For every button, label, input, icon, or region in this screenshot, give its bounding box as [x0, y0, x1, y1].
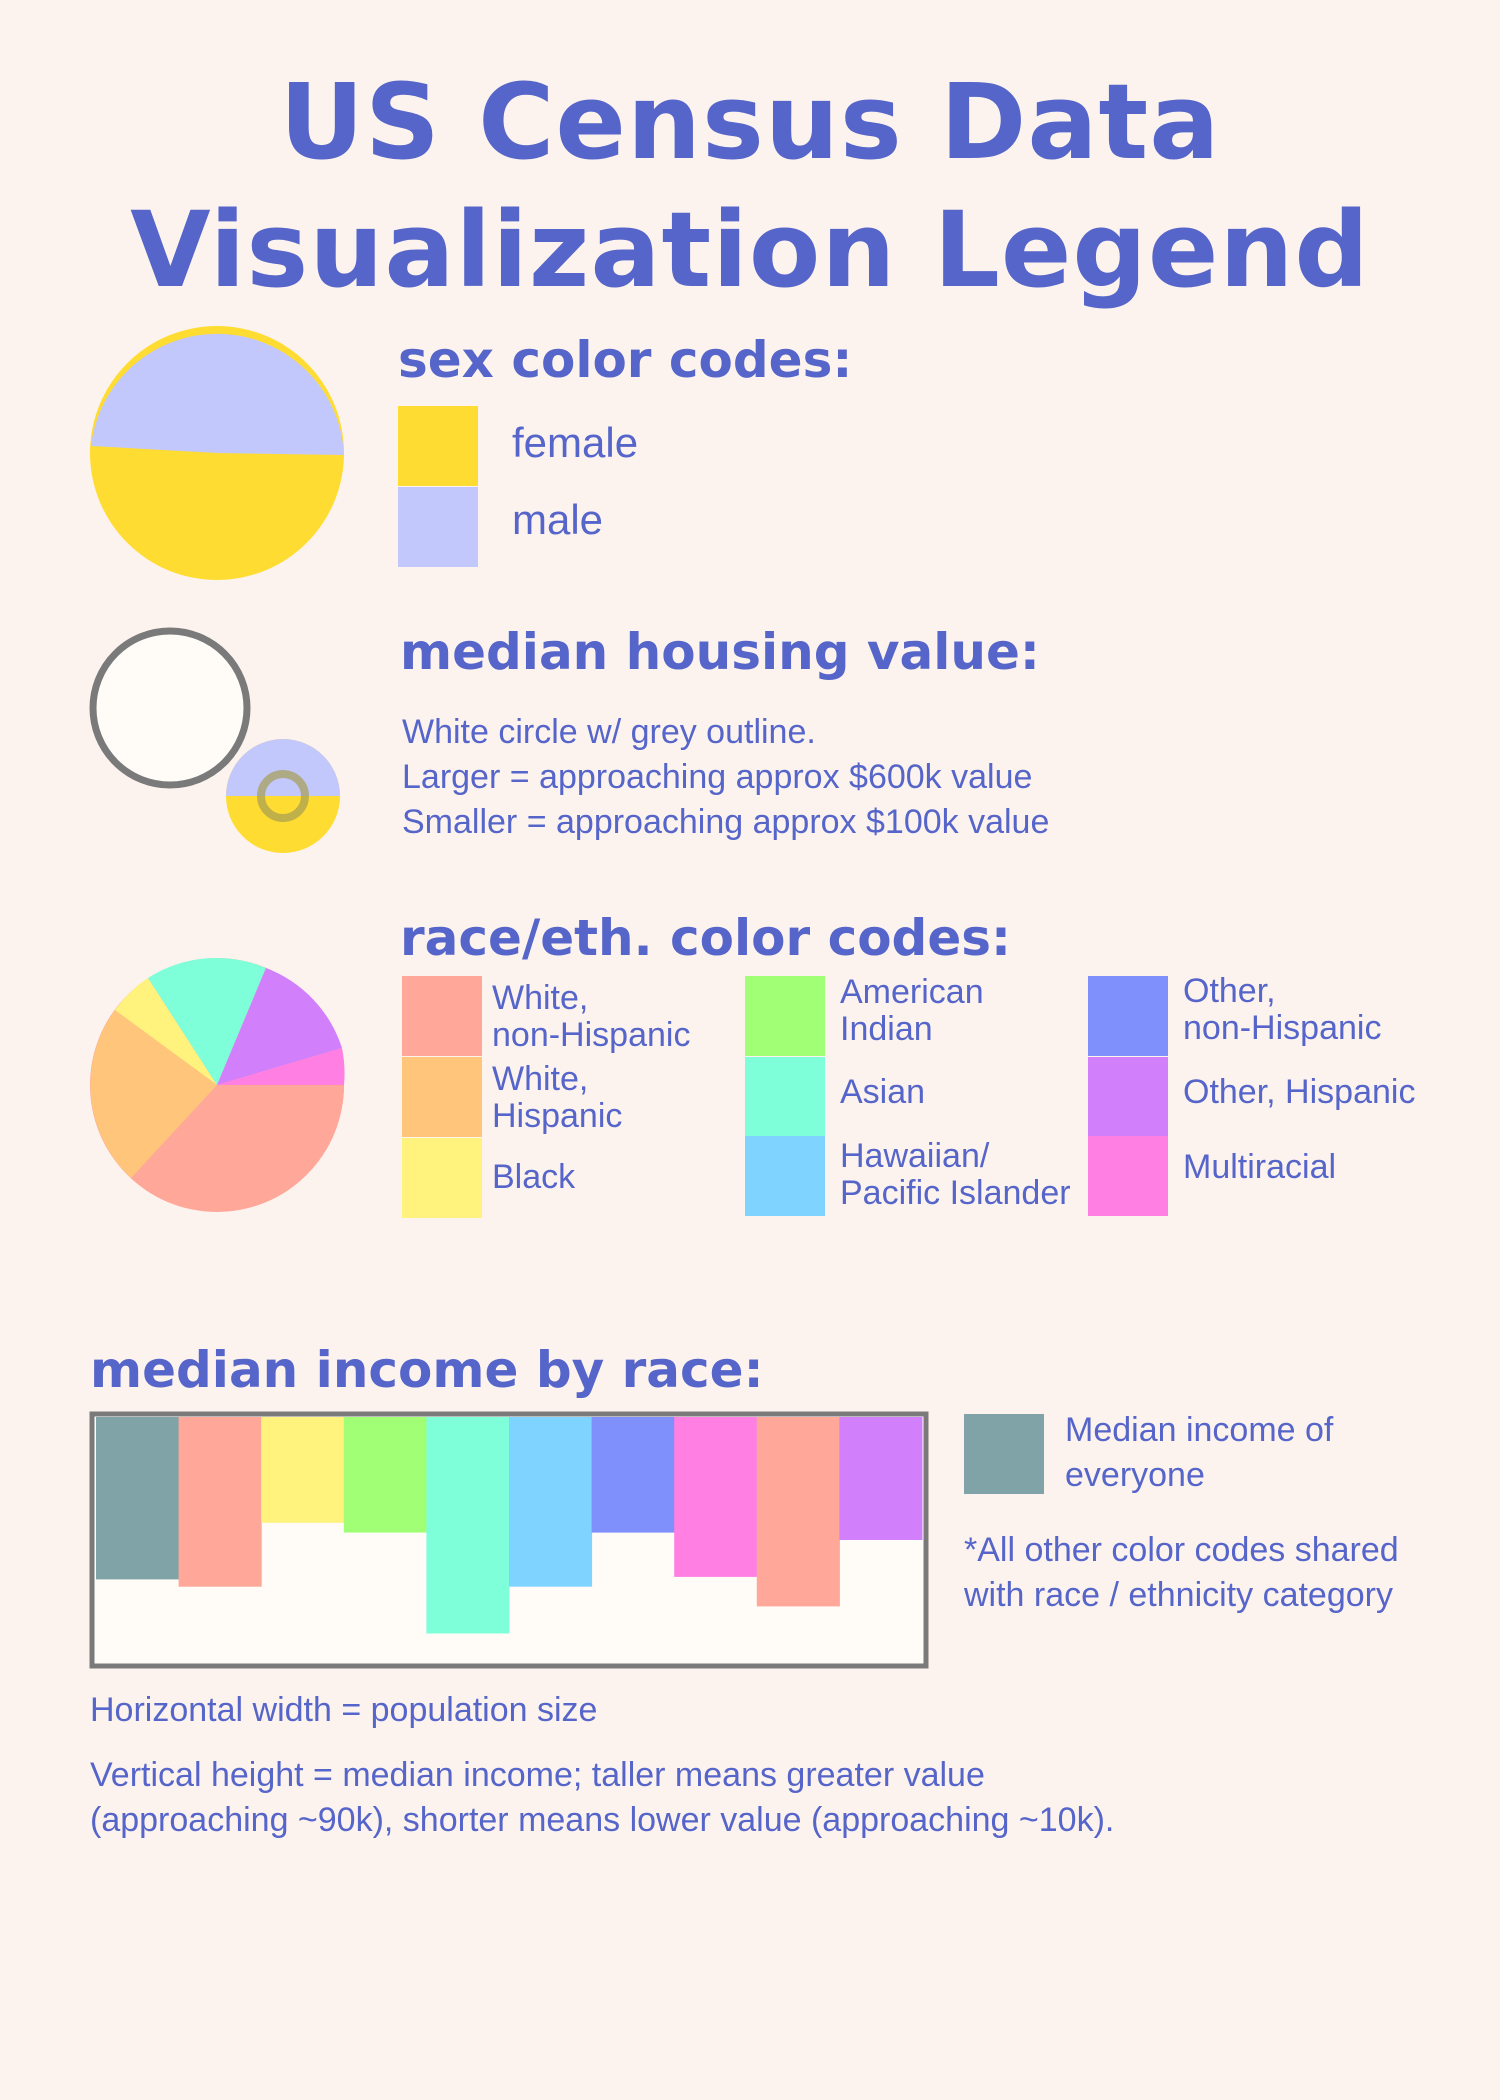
income-bar — [674, 1417, 758, 1577]
income-bar — [261, 1417, 345, 1523]
race-label-american-indian: American Indian — [840, 973, 984, 1048]
page-title: US Census Data Visualization Legend — [0, 58, 1500, 314]
race-label-multiracial: Multiracial — [1183, 1148, 1337, 1186]
race-label-asian: Asian — [840, 1073, 926, 1111]
title-line-2: Visualization Legend — [130, 189, 1370, 311]
sex-heading: sex color codes: — [398, 331, 853, 389]
income-legend-label: Median income of everyone — [1065, 1411, 1334, 1494]
race-label-white-nonhispanic: White, non-Hispanic — [492, 979, 691, 1054]
race-label-other-nonhispanic: Other, non-Hispanic — [1183, 972, 1382, 1047]
income-bar — [591, 1417, 675, 1533]
race-swatch-white-nonhispanic — [402, 976, 482, 1056]
race-swatch-hawaiian — [745, 1136, 825, 1216]
race-pie-icon — [90, 957, 345, 1212]
income-note: *All other color codes shared with race … — [964, 1531, 1399, 1614]
race-swatch-asian — [745, 1057, 825, 1137]
race-swatch-other-hispanic — [1088, 1057, 1168, 1137]
race-label-white-hispanic: White, Hispanic — [492, 1060, 623, 1135]
female-label: female — [512, 419, 639, 466]
sex-pie-icon — [90, 326, 344, 580]
income-legend-swatch — [964, 1414, 1044, 1494]
housing-line-2: Larger = approaching approx $600k value — [402, 758, 1033, 796]
housing-circle-icon — [89, 627, 340, 853]
income-bar — [839, 1417, 923, 1540]
income-heading: median income by race: — [90, 1341, 764, 1399]
female-swatch — [398, 406, 478, 486]
housing-heading: median housing value: — [400, 623, 1040, 681]
height-caption-2: (approaching ~90k), shorter means lower … — [90, 1801, 1115, 1839]
race-heading: race/eth. color codes: — [400, 909, 1012, 967]
height-caption-1: Vertical height = median income; taller … — [90, 1756, 985, 1794]
housing-line-3: Smaller = approaching approx $100k value — [402, 803, 1050, 841]
race-swatch-multiracial — [1088, 1136, 1168, 1216]
housing-line-1: White circle w/ grey outline. — [402, 713, 816, 751]
income-chart — [89, 1411, 929, 1669]
title-line-1: US Census Data — [279, 61, 1221, 183]
race-label-hawaiian: Hawaiian/ Pacific Islander — [840, 1137, 1071, 1212]
income-bar — [96, 1417, 180, 1580]
width-caption: Horizontal width = population size — [90, 1691, 598, 1729]
race-swatch-other-nonhispanic — [1088, 976, 1168, 1056]
male-label: male — [512, 496, 604, 543]
race-swatch-american-indian — [745, 976, 825, 1056]
income-bar — [426, 1417, 510, 1634]
income-bar — [343, 1417, 427, 1533]
income-bar — [756, 1417, 840, 1607]
income-bar — [509, 1417, 593, 1587]
male-swatch — [398, 487, 478, 567]
race-label-black: Black — [492, 1158, 576, 1196]
income-bar — [178, 1417, 262, 1587]
race-label-other-hispanic: Other, Hispanic — [1183, 1073, 1416, 1111]
race-swatch-white-hispanic — [402, 1057, 482, 1137]
race-swatch-black — [402, 1138, 482, 1218]
